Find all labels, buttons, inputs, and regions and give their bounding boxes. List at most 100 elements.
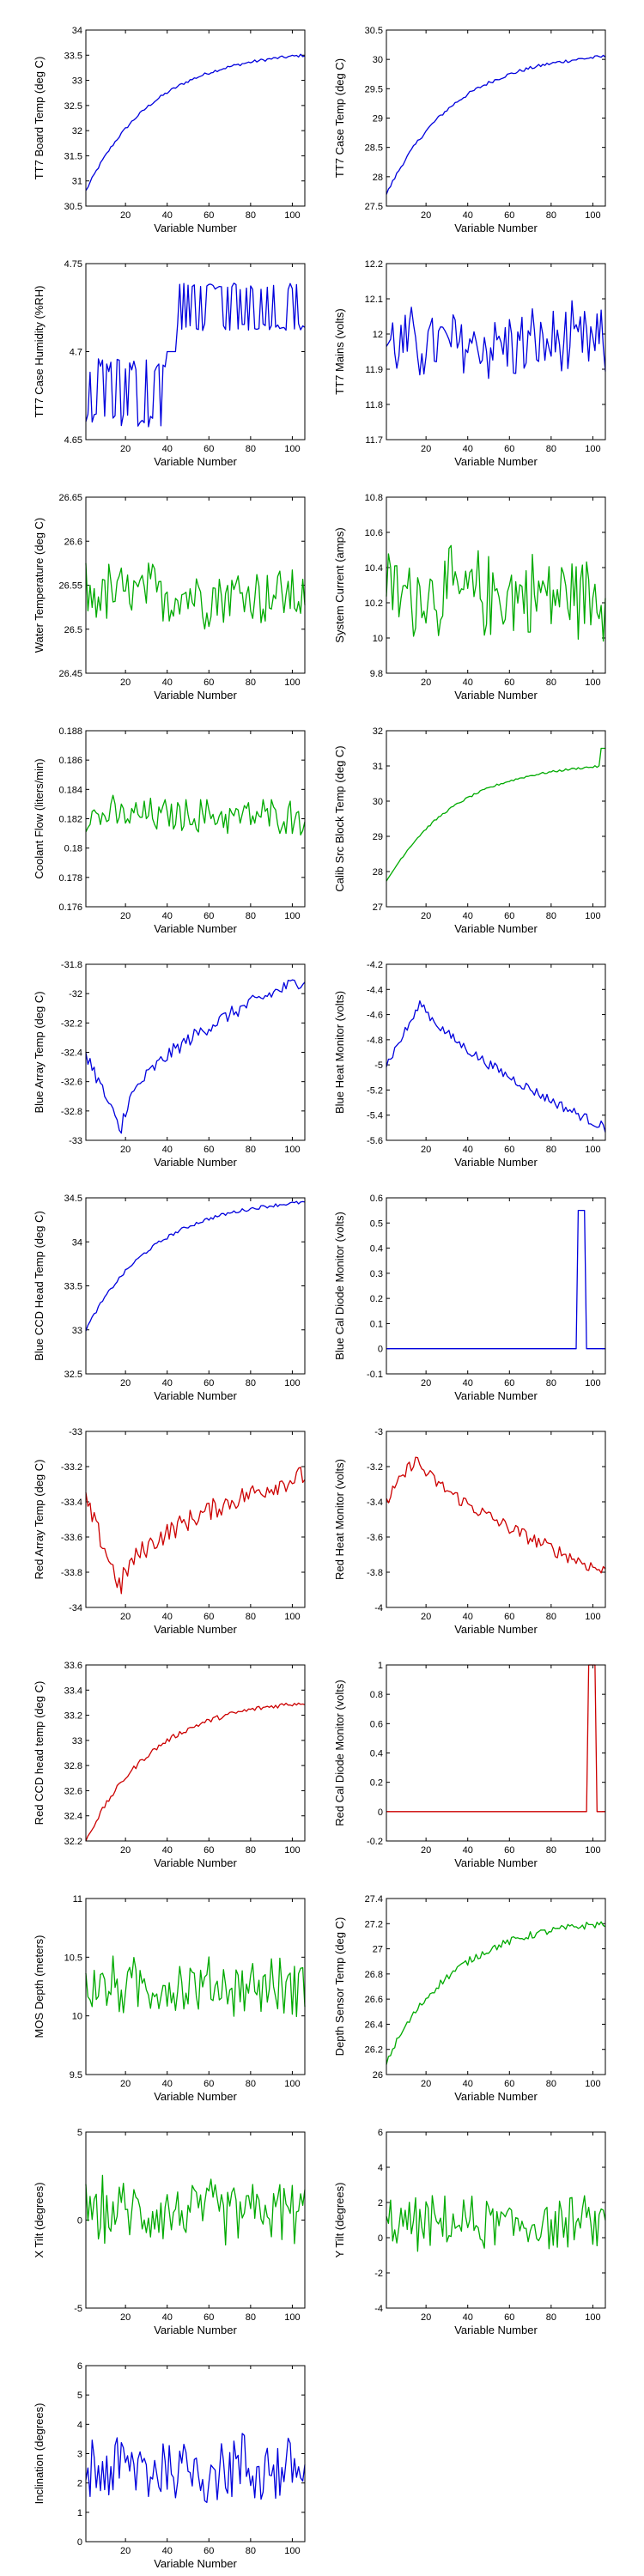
x-tick-label: 20 (421, 1378, 431, 1388)
x-tick-label: 60 (204, 444, 214, 454)
series-line (85, 979, 306, 1134)
series-line (85, 1200, 306, 1332)
y-axis-label: Blue CCD Head Temp (deg C) (33, 1211, 46, 1361)
x-axis-label: Variable Number (454, 2324, 538, 2336)
chart-panel-9: -33 -32.8 -32.6 -32.4 -32.2 -32 -31.8 20 40 60 80 1… (33, 960, 306, 1169)
y-tick-label: -33.8 (61, 1568, 82, 1578)
x-axis-label: Variable Number (154, 689, 237, 702)
y-tick-label: -33 (69, 1136, 82, 1146)
y-tick-label: 3 (77, 2450, 82, 2460)
chart-panel-8: 27 28 29 30 31 32 20 40 60 80 100 Variable Number Ca… (333, 726, 606, 935)
x-tick-label: 20 (120, 1612, 131, 1622)
x-axis-label: Variable Number (454, 689, 538, 702)
y-tick-label: -3.2 (367, 1462, 383, 1473)
series-line (386, 1921, 606, 2065)
y-tick-label: 1 (77, 2508, 82, 2518)
y-tick-label: 0 (378, 1345, 383, 1355)
y-tick-label: -33.6 (61, 1533, 82, 1543)
x-tick-label: 80 (246, 444, 256, 454)
y-tick-label: -34 (69, 1603, 82, 1613)
x-tick-label: 100 (585, 2312, 600, 2323)
y-axis-label: TT7 Mains (volts) (333, 308, 346, 394)
y-tick-label: -0.2 (367, 1837, 383, 1847)
y-tick-label: 4 (77, 2420, 82, 2430)
series-line (386, 544, 606, 642)
y-tick-label: 26.2 (365, 2045, 383, 2056)
y-tick-label: 11.7 (365, 435, 383, 446)
y-tick-label: -3 (374, 1427, 383, 1437)
y-tick-label: 34.5 (64, 1194, 82, 1204)
y-tick-label: 0.186 (58, 756, 82, 766)
x-tick-label: 20 (120, 1378, 131, 1388)
y-tick-label: 9.5 (70, 2070, 82, 2081)
y-tick-label: 0.18 (64, 844, 82, 854)
x-tick-label: 40 (162, 1378, 173, 1388)
x-tick-label: 100 (585, 1612, 600, 1622)
y-tick-label: -32.4 (61, 1048, 82, 1059)
y-tick-label: 32.5 (64, 1370, 82, 1380)
chart-panel-13: -34 -33.8 -33.6 -33.4 -33.2 -33 20 40 60 80 100 Var… (33, 1427, 306, 1636)
x-tick-label: 20 (120, 677, 131, 688)
x-tick-label: 100 (284, 444, 300, 454)
y-tick-label: 11.8 (365, 400, 383, 410)
chart-panel-6: 9.8 10 10.2 10.4 10.6 10.8 20 40 60 80 100 Variable… (333, 493, 606, 702)
x-tick-label: 80 (246, 677, 256, 688)
series-line (85, 283, 306, 428)
chart-panel-12: -0.1 0 0.1 0.2 0.3 0.4 0.5 0.6 20 40 60 80 100 Variab… (333, 1194, 606, 1402)
x-tick-label: 20 (421, 677, 431, 688)
chart-panel-20: -4 -2 0 2 4 6 20 40 60 80 100 Variable Number Y Tilt… (333, 2128, 606, 2336)
x-tick-label: 60 (204, 210, 214, 221)
x-tick-label: 100 (284, 210, 300, 221)
y-tick-label: 28 (373, 867, 383, 878)
y-tick-label: 27 (373, 1945, 383, 1955)
x-tick-label: 60 (204, 911, 214, 921)
axes-frame (386, 1197, 606, 1375)
y-axis-label: TT7 Board Temp (deg C) (33, 57, 46, 180)
x-tick-label: 40 (463, 1612, 473, 1622)
x-tick-label: 40 (463, 1145, 473, 1155)
x-tick-label: 80 (246, 911, 256, 921)
x-axis-label: Variable Number (154, 2090, 237, 2103)
y-axis-label: Inclination (degrees) (33, 2403, 46, 2505)
y-tick-label: 12.1 (365, 295, 383, 305)
x-tick-label: 60 (504, 677, 514, 688)
x-tick-label: 60 (204, 2079, 214, 2089)
y-axis-label: Red CCD head temp (deg C) (33, 1681, 46, 1826)
x-tick-label: 80 (546, 1612, 556, 1622)
x-tick-label: 20 (120, 2079, 131, 2089)
x-tick-label: 40 (162, 1845, 173, 1856)
x-tick-label: 60 (504, 1612, 514, 1622)
x-tick-label: 80 (246, 1845, 256, 1856)
y-tick-label: 12 (373, 330, 383, 340)
x-tick-label: 20 (421, 444, 431, 454)
y-tick-label: 0.5 (370, 1218, 383, 1229)
y-tick-label: 10.5 (64, 1953, 82, 1963)
axes-frame (85, 1197, 306, 1375)
y-tick-label: -31.8 (61, 960, 82, 970)
series-line (386, 747, 605, 882)
x-tick-label: 60 (204, 1145, 214, 1155)
x-tick-label: 100 (585, 1145, 600, 1155)
y-tick-label: 33 (72, 76, 82, 87)
x-axis-label: Variable Number (454, 1623, 538, 1636)
axes-frame (85, 730, 306, 908)
x-tick-label: 40 (162, 1145, 173, 1155)
y-tick-label: 0 (378, 1807, 383, 1818)
x-tick-label: 60 (504, 444, 514, 454)
y-tick-label: -4 (374, 2304, 383, 2314)
y-tick-label: 34 (72, 26, 82, 36)
y-tick-label: 33 (72, 1736, 82, 1747)
series-line (386, 2195, 606, 2252)
x-tick-label: 40 (463, 677, 473, 688)
x-axis-label: Variable Number (454, 1389, 538, 1402)
y-tick-label: 34 (72, 1237, 82, 1248)
x-tick-label: 20 (421, 1845, 431, 1856)
x-tick-label: 20 (120, 444, 131, 454)
x-tick-label: 60 (204, 2546, 214, 2556)
y-tick-label: 33.5 (64, 51, 82, 61)
x-tick-label: 20 (421, 911, 431, 921)
x-axis-label: Variable Number (154, 1623, 237, 1636)
y-tick-label: 30 (373, 797, 383, 807)
x-tick-label: 40 (463, 2079, 473, 2089)
